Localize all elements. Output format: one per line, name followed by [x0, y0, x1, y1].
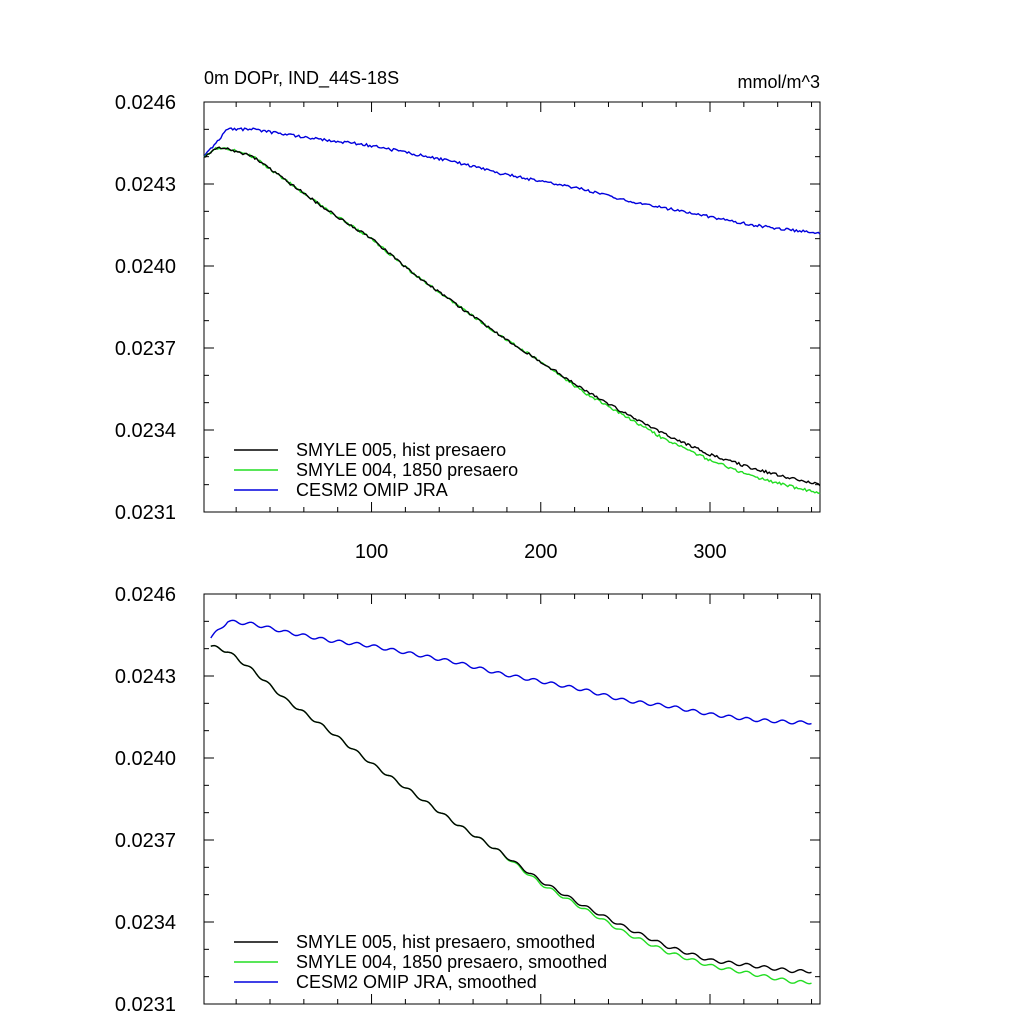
x-tick-label: 300 [693, 541, 726, 563]
series-lines [210, 619, 812, 985]
y-tick-label: 0.0246 [115, 584, 176, 606]
y-tick-label: 0.0237 [115, 338, 176, 360]
legend-label: SMYLE 004, 1850 presaero, smoothed [296, 952, 607, 972]
series-line [203, 127, 821, 235]
y-tick-label: 0.0231 [115, 994, 176, 1016]
x-tick-label: 200 [524, 541, 557, 563]
units-label: mmol/m^3 [738, 72, 820, 92]
series-line [203, 146, 821, 487]
series-lines [203, 127, 821, 495]
axis-ticks [204, 593, 820, 1005]
y-tick-label: 0.0234 [115, 912, 176, 934]
y-tick-label: 0.0246 [115, 92, 176, 114]
series-line [210, 644, 812, 974]
y-tick-labels: 0.0231 0.0234 0.0237 0.0240 0.0243 0.0246 [115, 584, 176, 1016]
legend-label: SMYLE 005, hist presaero, smoothed [296, 932, 595, 952]
bottom-panel: 0.0231 0.0234 0.0237 0.0240 0.0243 0.0246 SMY… [115, 584, 821, 1016]
y-tick-label: 0.0243 [115, 666, 176, 688]
y-tick-labels: 0.0231 0.0234 0.0237 0.0240 0.0243 0.0246 [115, 92, 176, 524]
legend-label: CESM2 OMIP JRA, smoothed [296, 972, 537, 992]
y-tick-label: 0.0237 [115, 830, 176, 852]
y-tick-label: 0.0243 [115, 174, 176, 196]
plot-frame [203, 593, 821, 1005]
y-tick-label: 0.0231 [115, 502, 176, 524]
legend-label: CESM2 OMIP JRA [296, 480, 448, 500]
plot-frame [203, 101, 821, 513]
legend: SMYLE 005, hist presaero, smoothedSMYLE … [234, 932, 607, 992]
top-panel: 0m DOPr, IND_44S-18S mmol/m^3 0.02310.02… [115, 68, 821, 563]
chart-title: 0m DOPr, IND_44S-18S [204, 68, 399, 89]
y-tick-label: 0.0240 [115, 748, 176, 770]
legend-label: SMYLE 004, 1850 presaero [296, 460, 518, 480]
x-tick-labels: 100 200 300 [355, 541, 727, 563]
axis-ticks [204, 101, 820, 513]
y-tick-label: 0.0234 [115, 420, 176, 442]
x-tick-label: 100 [355, 541, 388, 563]
y-tick-label: 0.0240 [115, 256, 176, 278]
series-line [210, 619, 812, 725]
legend-label: SMYLE 005, hist presaero [296, 440, 506, 460]
